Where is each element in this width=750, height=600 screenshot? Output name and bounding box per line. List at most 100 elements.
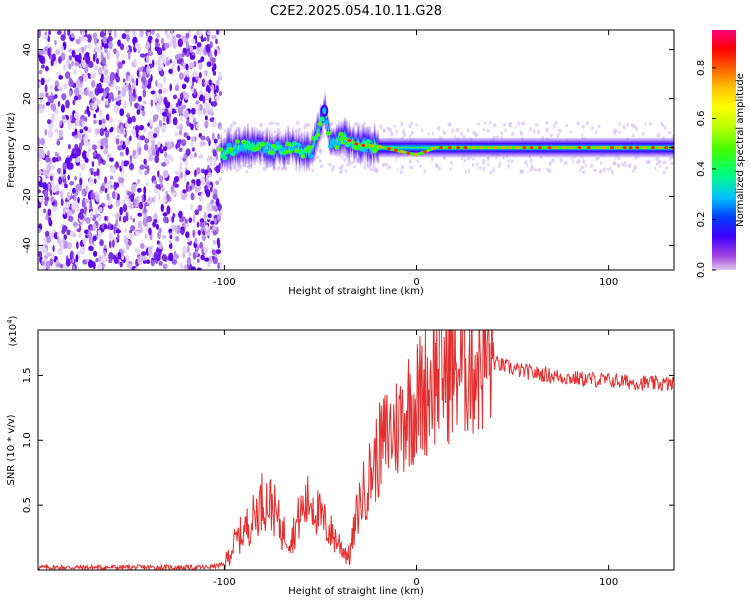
noise-blob bbox=[154, 92, 158, 101]
noise-blob bbox=[65, 258, 71, 267]
noise-blob bbox=[73, 69, 77, 75]
halo-speck bbox=[632, 124, 637, 129]
noise-blob bbox=[179, 161, 183, 168]
noise-blob bbox=[105, 100, 109, 106]
noise-blob bbox=[106, 193, 110, 201]
noise-blob bbox=[97, 229, 102, 236]
noise-blob bbox=[89, 200, 92, 208]
noise-blob bbox=[192, 214, 196, 223]
noise-blob bbox=[48, 216, 52, 225]
noise-blob bbox=[195, 123, 199, 129]
noise-blob bbox=[208, 97, 212, 104]
noise-blob bbox=[212, 149, 217, 157]
noise-blob bbox=[139, 135, 146, 141]
noise-blob bbox=[103, 244, 107, 249]
noise-blob bbox=[207, 87, 211, 94]
noise-blob bbox=[57, 156, 62, 161]
halo-speck bbox=[416, 159, 420, 163]
halo-speck bbox=[349, 161, 354, 165]
noise-blob bbox=[115, 75, 120, 83]
ridge-blob bbox=[272, 146, 279, 151]
noise-blob bbox=[113, 225, 116, 235]
ridge-blob bbox=[239, 144, 245, 150]
noise-blob bbox=[46, 252, 52, 257]
noise-blob bbox=[181, 83, 187, 90]
snr-content bbox=[38, 330, 674, 570]
halo-speck bbox=[548, 161, 552, 167]
noise-blob bbox=[215, 30, 220, 36]
snr-xlabel: Height of straight line (km) bbox=[288, 586, 424, 597]
halo-speck bbox=[306, 122, 311, 127]
halo-speck bbox=[585, 121, 590, 126]
ridge-blob bbox=[260, 142, 266, 147]
colorbar-tick-label: 0.6 bbox=[696, 110, 707, 126]
noise-blob bbox=[132, 184, 137, 189]
ridge-peak bbox=[610, 146, 614, 150]
noise-blob bbox=[165, 190, 168, 196]
noise-blob bbox=[190, 136, 196, 143]
noise-blob bbox=[182, 189, 187, 194]
noise-blob bbox=[76, 203, 80, 213]
halo-speck bbox=[656, 132, 661, 138]
noise-blob bbox=[156, 102, 161, 112]
noise-blob bbox=[173, 250, 177, 257]
noise-blob bbox=[189, 153, 194, 160]
signal-band-slice bbox=[254, 127, 256, 166]
noise-blob bbox=[49, 84, 53, 90]
halo-speck bbox=[396, 167, 399, 172]
halo-speck bbox=[437, 166, 441, 171]
noise-blob bbox=[209, 160, 213, 168]
noise-blob bbox=[122, 203, 128, 213]
noise-blob bbox=[82, 120, 86, 128]
ridge-peak bbox=[553, 146, 558, 150]
halo-speck bbox=[295, 120, 300, 126]
noise-blob bbox=[180, 171, 183, 179]
noise-blob bbox=[206, 61, 212, 67]
noise-blob bbox=[198, 196, 202, 202]
ridge-blob bbox=[336, 141, 342, 146]
ridge-peak bbox=[413, 153, 418, 157]
noise-blob bbox=[42, 34, 49, 40]
noise-blob bbox=[76, 147, 81, 157]
noise-blob bbox=[136, 69, 140, 77]
halo-speck bbox=[478, 166, 482, 170]
noise-blob bbox=[58, 176, 62, 185]
noise-blob bbox=[164, 151, 168, 158]
noise-blob bbox=[163, 115, 166, 122]
noise-blob bbox=[86, 34, 92, 43]
halo-speck bbox=[623, 160, 627, 165]
noise-blob bbox=[75, 78, 81, 88]
colorbar-tick-label: 0.0 bbox=[696, 262, 707, 278]
halo-speck bbox=[572, 159, 575, 164]
noise-blob bbox=[153, 219, 158, 224]
noise-blob bbox=[181, 195, 187, 200]
ridge-peak bbox=[500, 146, 505, 150]
ridge-peak bbox=[493, 146, 498, 150]
noise-blob bbox=[191, 38, 196, 45]
noise-blob bbox=[158, 88, 163, 95]
noise-blob bbox=[96, 168, 100, 176]
noise-blob bbox=[74, 54, 80, 62]
signal-band-slice bbox=[271, 131, 273, 167]
halo-speck bbox=[622, 124, 626, 130]
noise-blob bbox=[71, 60, 74, 67]
noise-blob bbox=[188, 252, 192, 257]
halo-speck bbox=[338, 166, 342, 170]
spectrogram-panel: -100 0 100 40 20 0 -20 -40 Height of straight l… bbox=[6, 29, 675, 297]
signal-band-slice bbox=[326, 110, 329, 139]
ridge-peak bbox=[393, 148, 398, 152]
halo-speck bbox=[245, 170, 249, 174]
halo-speck bbox=[662, 160, 667, 165]
noise-blob bbox=[148, 155, 154, 162]
noise-blob bbox=[47, 208, 52, 217]
signal-band-slice bbox=[328, 121, 331, 155]
noise-blob bbox=[73, 95, 79, 101]
noise-blob bbox=[52, 156, 57, 163]
halo-speck bbox=[297, 127, 302, 133]
chart-title: C2E2.2025.054.10.11.G28 bbox=[270, 4, 442, 19]
noise-blob bbox=[94, 52, 98, 59]
noise-blob bbox=[158, 175, 164, 183]
halo-speck bbox=[431, 131, 434, 136]
noise-blob bbox=[179, 123, 183, 132]
noise-blob bbox=[103, 43, 109, 50]
